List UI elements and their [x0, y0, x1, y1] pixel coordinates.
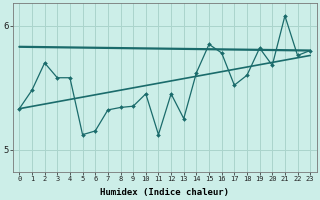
X-axis label: Humidex (Indice chaleur): Humidex (Indice chaleur) — [100, 188, 229, 197]
